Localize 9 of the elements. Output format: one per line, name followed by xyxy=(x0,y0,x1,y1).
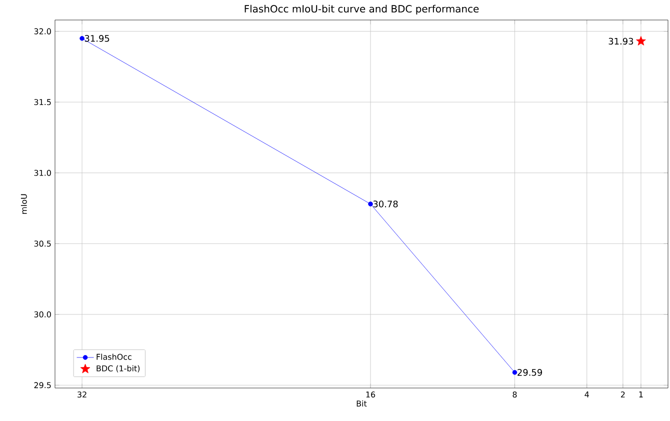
point xyxy=(368,202,373,206)
data-label: 29.59 xyxy=(518,369,542,376)
point xyxy=(80,36,84,41)
data-label: 30.78 xyxy=(373,200,398,208)
point xyxy=(512,370,518,375)
point xyxy=(636,36,646,46)
chart-title: FlashOcc mIoU-bit curve and BDC performance xyxy=(244,4,479,14)
data-label: 31.93 xyxy=(608,38,634,45)
data-label: 31.95 xyxy=(84,35,110,42)
